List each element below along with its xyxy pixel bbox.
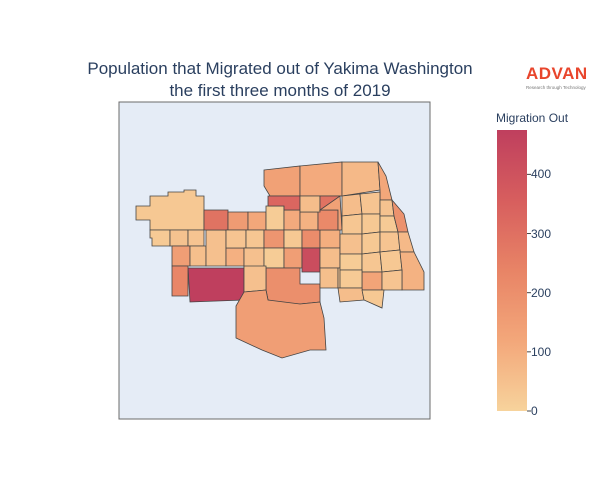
region-e-11[interactable] [379,231,401,253]
region-w-row3-c[interactable] [205,229,227,267]
chart-title-line-2: the first three months of 2019 [169,81,391,100]
region-c-row2-c[interactable] [263,229,285,249]
map-regions [135,161,425,359]
region-s-6[interactable] [339,269,363,289]
region-n-top-2[interactable] [299,161,343,197]
colorbar [497,130,527,411]
region-s-2[interactable] [243,265,267,293]
region-c-row3-b[interactable] [283,247,303,269]
region-e-12[interactable] [361,251,383,273]
region-c-row1-f[interactable] [299,211,319,231]
region-c-row3-a[interactable] [263,247,285,269]
colorbar-tick-label: 400 [531,167,552,182]
advan-logo-tagline: Research through Technology [526,85,586,90]
region-s-8[interactable] [361,289,385,309]
region-e-8[interactable] [361,231,381,255]
chart-title: Population that Migrated out of Yakima W… [40,58,520,102]
region-s-5[interactable] [381,269,403,291]
region-c-row1-d[interactable] [265,205,285,231]
region-w-mid-1[interactable] [169,229,189,247]
region-e-14[interactable] [379,249,403,273]
region-c-row2-g[interactable] [317,209,339,231]
region-e-9[interactable] [339,253,363,271]
region-c-row2-e[interactable] [301,229,321,249]
colorbar-tick-label: 300 [531,226,552,241]
region-w-mid-2[interactable] [187,229,205,247]
region-c-row1-e[interactable] [283,209,301,231]
chart-title-line-1: Population that Migrated out of Yakima W… [87,59,473,78]
region-c-row2-d[interactable] [283,229,303,249]
region-w-row3-b[interactable] [189,245,207,267]
region-c-row3-d[interactable] [319,247,341,269]
region-w-far-west[interactable] [135,189,205,231]
region-s-4[interactable] [361,271,383,291]
colorbar-tick-label: 0 [531,404,538,418]
region-w-row3-a[interactable] [171,245,191,267]
colorbar-tick-label: 100 [531,344,552,359]
region-s-big[interactable] [235,289,327,359]
region-w-row3-d[interactable] [225,247,245,267]
region-e-4[interactable] [361,213,381,235]
advan-logo-wordmark: ADVAN [526,64,588,83]
region-c-row2-b[interactable] [245,229,265,249]
region-c-row2-h[interactable] [243,247,265,269]
region-c-row2-f[interactable] [319,229,341,249]
region-w-far-west-2[interactable] [149,229,171,247]
region-s-1[interactable] [187,267,245,303]
colorbar-tick-label: 200 [531,285,552,300]
region-s-7[interactable] [337,287,365,303]
region-c-row2-a[interactable] [225,229,247,249]
region-s-3[interactable] [171,265,189,297]
region-c-row3-c[interactable] [301,247,321,273]
region-e-7[interactable] [339,233,363,255]
region-e-3[interactable] [341,213,363,235]
colorbar-title: Migration Out [496,111,569,125]
colorbar-tick-marks [527,173,531,412]
region-e-1[interactable] [341,193,363,217]
region-n-top-3[interactable] [341,161,381,197]
region-c-row3-f[interactable] [319,267,339,289]
region-n-top-1[interactable] [263,165,301,197]
region-c-row1-b[interactable] [227,211,249,231]
advan-logo: ADVAN Research through Technology [526,64,596,91]
region-c-row1-a[interactable] [203,209,229,231]
region-e-2[interactable] [359,191,381,215]
region-n-mid-2[interactable] [299,195,321,213]
region-c-row1-c[interactable] [247,211,267,231]
